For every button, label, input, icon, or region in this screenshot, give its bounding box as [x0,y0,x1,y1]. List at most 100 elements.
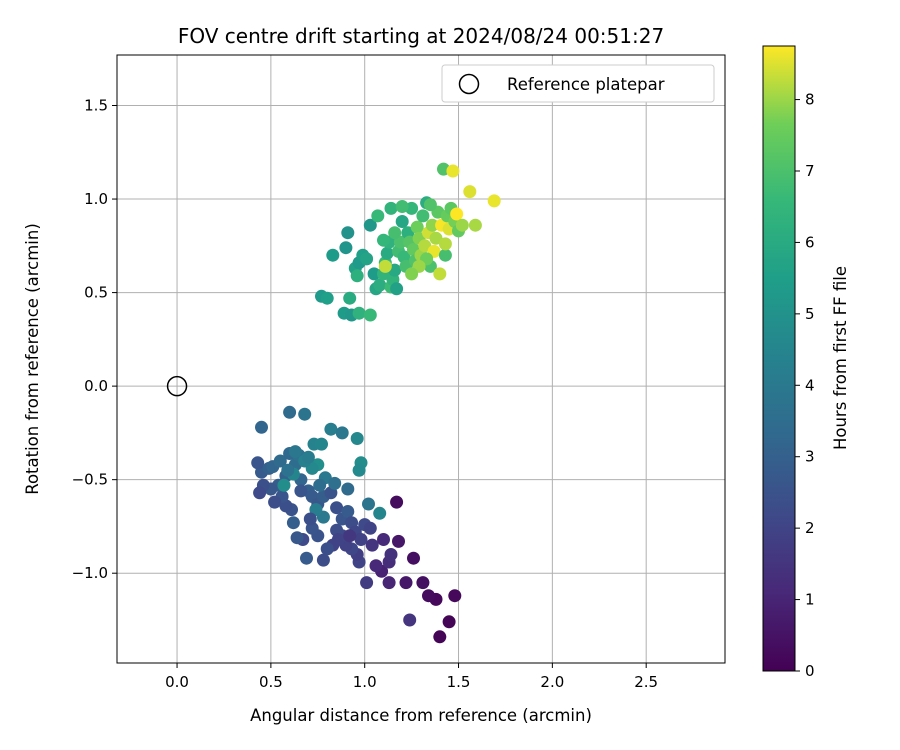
data-point [395,215,409,228]
data-point [251,456,265,470]
data-point [362,497,375,511]
legend-reference-marker [458,73,480,95]
x-tick-label: 0.5 [259,673,283,691]
data-point [423,198,437,212]
data-point [352,306,366,320]
data-point [324,422,338,436]
data-point [277,478,291,492]
data-point [380,246,394,260]
colorbar-ticks: 0 1 2 3 4 5 6 7 8 [795,91,815,680]
data-point [309,503,323,517]
data-point [343,291,357,305]
colorbar-tick-label: 5 [805,305,815,323]
data-point [455,218,469,232]
data-point [390,495,404,509]
data-point [301,450,315,464]
y-axis-label: Rotation from reference (arcmin) [23,223,42,495]
data-point [315,437,328,451]
grid-lines [117,55,725,663]
data-point [341,482,355,496]
data-point [416,576,430,590]
data-point [487,194,501,208]
y-tick-label: −1.0 [72,564,108,582]
data-point [320,291,334,305]
y-tick-label: 1.5 [84,97,108,115]
data-point [384,201,398,215]
data-point [335,426,349,440]
data-point [390,282,404,296]
data-point [288,445,302,459]
y-tick-label: 0.5 [84,284,108,302]
data-point [425,218,439,232]
data-point [371,209,385,223]
legend: Reference platepar [441,64,715,103]
x-tick-label: 0.0 [165,673,189,691]
data-point [442,615,456,629]
data-point [273,454,287,468]
colorbar-tick-label: 4 [805,376,815,394]
y-axis-ticks: −1.0 −0.5 0.0 0.5 1.0 1.5 [72,97,117,582]
data-point [378,259,392,273]
data-point [393,235,407,249]
data-point [360,252,374,266]
data-point [377,533,390,546]
data-point [363,521,377,535]
data-point [341,226,355,240]
data-point [392,534,405,548]
data-point [407,551,420,565]
y-tick-label: −0.5 [72,471,108,489]
data-point [281,463,295,477]
data-point [290,531,304,545]
colorbar-tick-label: 7 [805,162,815,180]
data-point [463,185,477,199]
legend-box [441,64,715,103]
data-point [283,405,297,419]
x-axis-label: Angular distance from reference (arcmin) [250,706,592,725]
data-point [468,218,482,232]
data-point [422,589,435,603]
data-point [399,576,413,590]
data-point [433,630,447,644]
data-point [395,200,409,213]
data-point [268,495,282,509]
chart-title: FOV centre drift starting at 2024/08/24 … [178,24,664,48]
data-point [316,553,330,567]
data-point [298,407,312,421]
data-point [450,207,464,221]
data-point [365,538,379,552]
data-point [286,516,300,530]
data-point [330,501,344,515]
data-point [255,420,268,434]
data-point [339,241,353,255]
data-point [343,529,357,543]
data-point [438,248,452,262]
data-point [382,576,396,590]
data-point [341,505,355,518]
colorbar-tick-label: 2 [805,519,815,537]
data-point [360,576,374,590]
legend-entry-reference-platepar: Reference platepar [507,75,665,94]
data-point [350,432,364,445]
data-point [367,267,381,281]
data-point [377,233,390,247]
data-point [446,164,460,178]
data-point [253,486,267,500]
data-point [363,218,377,232]
colorbar-tick-label: 6 [805,233,815,251]
data-point [433,267,447,281]
colorbar-tick-label: 1 [805,591,815,609]
x-tick-label: 1.5 [447,673,471,691]
data-point [448,589,462,603]
reference-platepar-marker [166,375,188,397]
data-point [354,533,368,546]
data-point [331,533,345,546]
y-tick-label: 1.0 [84,190,108,208]
colorbar-tick-label: 0 [805,662,815,680]
data-point [328,476,342,490]
data-point [320,542,334,556]
plot-frame [116,54,726,664]
data-point [369,559,383,573]
colorbar-tick-label: 8 [805,91,815,109]
data-point [294,484,308,498]
